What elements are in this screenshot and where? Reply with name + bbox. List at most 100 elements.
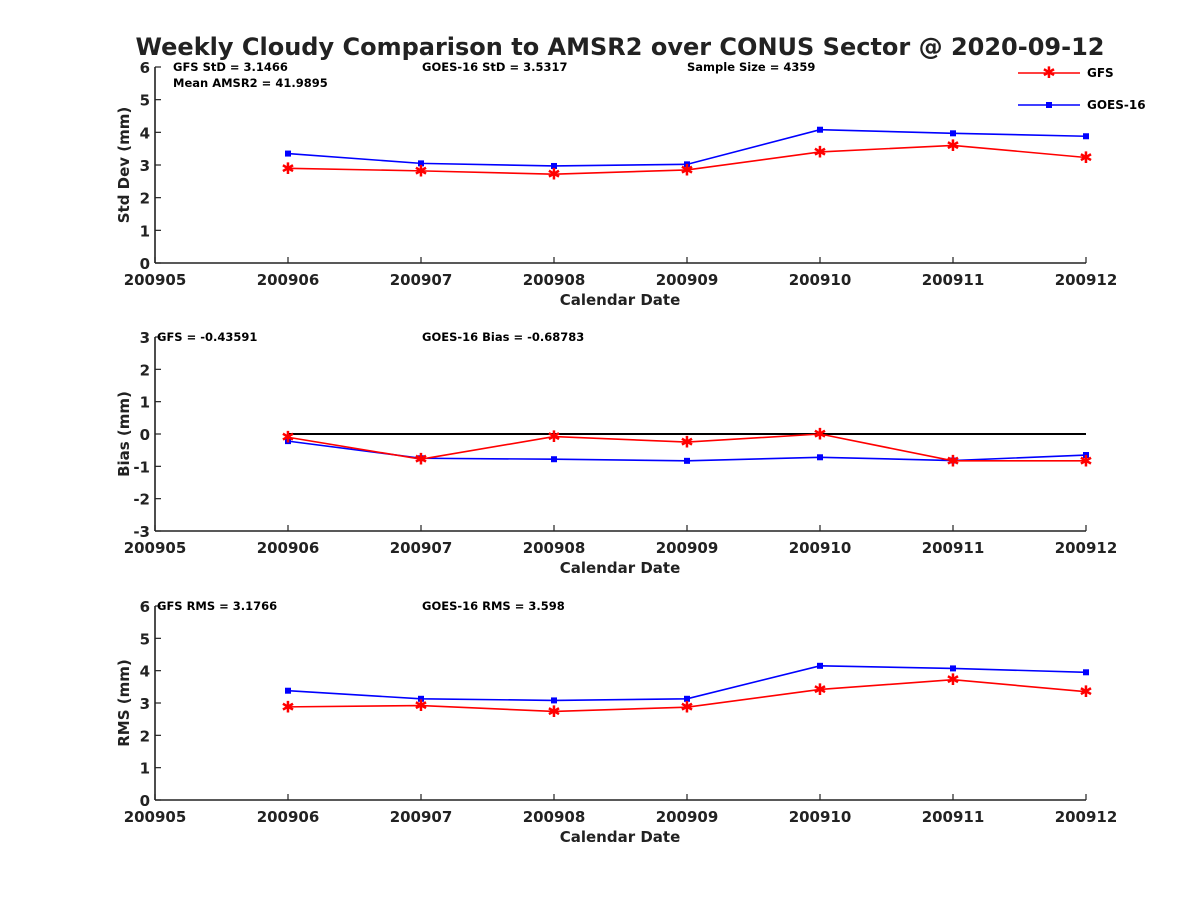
data-point-gfs: ✱: [680, 433, 693, 452]
y-tick-label: 3: [140, 329, 150, 347]
y-tick-label: 6: [140, 598, 150, 616]
data-point-goes16: [418, 160, 424, 167]
data-point-gfs: ✱: [1079, 451, 1092, 470]
y-tick-label: 0: [140, 426, 150, 444]
x-axis-label: Calendar Date: [560, 559, 681, 577]
data-point-goes16: [551, 697, 557, 704]
legend: ✱ GFS GOES-16: [1018, 63, 1146, 112]
x-tick-label: 200912: [1055, 271, 1118, 289]
data-point-goes16: [285, 150, 291, 157]
data-point-gfs: ✱: [414, 696, 427, 715]
x-tick-label: 200910: [789, 271, 852, 289]
series-line-gfs: [287, 678, 1087, 713]
data-point-gfs: ✱: [946, 451, 959, 470]
data-point-goes16: [684, 457, 690, 464]
x-tick-label: 200910: [789, 539, 852, 557]
x-tick-label: 200906: [257, 539, 320, 557]
stat-annotation: GOES-16 RMS = 3.598: [422, 599, 565, 613]
x-tick-label: 200907: [390, 808, 453, 826]
legend-gfs-marker-asterisk-icon: ✱: [1042, 63, 1055, 82]
y-tick-label: 1: [140, 760, 150, 778]
data-point-goes16: [551, 162, 557, 169]
y-tick-label: 5: [140, 630, 150, 648]
x-tick-label: 200907: [390, 539, 453, 557]
data-point-gfs: ✱: [1079, 148, 1092, 167]
data-point-gfs: ✱: [680, 160, 693, 179]
figure-title: Weekly Cloudy Comparison to AMSR2 over C…: [136, 33, 1105, 61]
y-tick-label: 1: [140, 222, 150, 240]
y-tick-label: 0: [140, 255, 150, 273]
data-point-gfs: ✱: [813, 680, 826, 699]
y-tick-label: 2: [140, 190, 150, 208]
y-tick-label: 0: [140, 792, 150, 810]
y-tick-label: -2: [133, 491, 150, 509]
x-tick-label: 200905: [124, 539, 187, 557]
y-tick-label: 2: [140, 361, 150, 379]
data-point-gfs: ✱: [414, 161, 427, 180]
y-tick-label: 3: [140, 695, 150, 713]
data-point-gfs: ✱: [281, 428, 294, 447]
x-tick-label: 200909: [656, 271, 719, 289]
y-axis-label: RMS (mm): [115, 659, 133, 746]
x-tick-label: 200907: [390, 271, 453, 289]
data-point-goes16: [817, 454, 823, 461]
x-tick-label: 200908: [523, 808, 586, 826]
data-point-goes16: [817, 662, 823, 669]
y-axis-label: Std Dev (mm): [115, 107, 133, 224]
x-tick-label: 200912: [1055, 539, 1118, 557]
data-point-gfs: ✱: [547, 702, 560, 721]
chart-panel-1: 0 1 2 3 4 5 6 200905 200906 200907 200908 200909 200…: [115, 59, 1117, 309]
y-tick-label: 4: [140, 124, 150, 142]
x-tick-label: 200911: [922, 539, 985, 557]
y-tick-label: 6: [140, 59, 150, 77]
data-point-goes16: [551, 456, 557, 463]
data-point-goes16: [817, 126, 823, 133]
data-point-goes16: [418, 455, 424, 462]
series-line-gfs: [287, 144, 1087, 175]
x-tick-label: 200911: [922, 808, 985, 826]
data-point-gfs: ✱: [281, 159, 294, 178]
data-point-gfs: ✱: [281, 697, 294, 716]
data-point-gfs: ✱: [946, 136, 959, 155]
data-point-goes16: [950, 130, 956, 137]
y-tick-label: 4: [140, 663, 150, 681]
stat-annotation: GFS StD = 3.1466: [173, 60, 288, 74]
x-tick-label: 200909: [656, 539, 719, 557]
data-point-goes16: [950, 665, 956, 672]
stat-annotation: Sample Size = 4359: [687, 60, 815, 74]
x-tick-label: 200908: [523, 539, 586, 557]
data-point-goes16: [418, 695, 424, 702]
series-line-gfs: [287, 433, 1086, 462]
x-axis-label: Calendar Date: [560, 828, 681, 846]
legend-gfs-label: GFS: [1087, 66, 1114, 80]
y-tick-label: -3: [133, 523, 150, 541]
x-tick-label: 200905: [124, 271, 187, 289]
data-point-gfs: ✱: [414, 450, 427, 469]
chart-panel-2: -3 -2 -1 0 1 2 3 200905 200906 200907 200908 200909…: [115, 329, 1117, 577]
x-tick-label: 200905: [124, 808, 187, 826]
x-tick-label: 200906: [257, 271, 320, 289]
x-tick-label: 200908: [523, 271, 586, 289]
data-point-gfs: ✱: [547, 165, 560, 184]
data-point-gfs: ✱: [547, 427, 560, 446]
data-point-goes16: [1083, 133, 1089, 140]
x-tick-label: 200906: [257, 808, 320, 826]
chart-panel-3: 0 1 2 3 4 5 6 200905 200906 200907 200908 200909 200…: [115, 598, 1117, 846]
stat-annotation: GFS RMS = 3.1766: [157, 599, 277, 613]
x-tick-label: 200912: [1055, 808, 1118, 826]
data-point-goes16: [285, 438, 291, 445]
y-axis-label: Bias (mm): [115, 391, 133, 477]
series-line-goes16: [287, 665, 1087, 702]
legend-goes16-marker-square-icon: [1046, 102, 1052, 108]
x-tick-label: 200909: [656, 808, 719, 826]
data-point-gfs: ✱: [946, 670, 959, 689]
x-axis-label: Calendar Date: [560, 291, 681, 309]
data-point-goes16: [684, 695, 690, 702]
y-tick-label: 5: [140, 92, 150, 110]
y-tick-label: 2: [140, 727, 150, 745]
y-tick-label: -1: [133, 458, 150, 476]
data-point-goes16: [285, 687, 291, 694]
y-tick-label: 3: [140, 157, 150, 175]
